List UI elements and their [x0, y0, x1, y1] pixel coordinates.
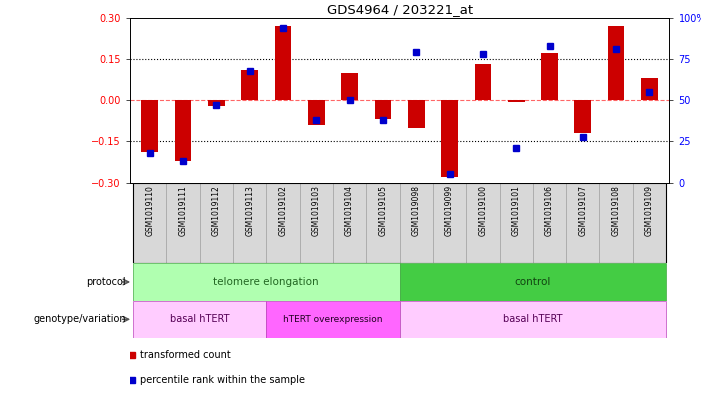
- Text: GSM1019112: GSM1019112: [212, 185, 221, 236]
- Bar: [341, 73, 358, 100]
- Text: GSM1019103: GSM1019103: [312, 185, 321, 236]
- Bar: [166, 183, 200, 263]
- Text: GSM1019100: GSM1019100: [478, 185, 487, 236]
- Text: percentile rank within the sample: percentile rank within the sample: [140, 375, 306, 385]
- Bar: [133, 183, 166, 263]
- Bar: [500, 183, 533, 263]
- Bar: [408, 100, 425, 128]
- Text: GSM1019099: GSM1019099: [445, 185, 454, 236]
- Bar: [641, 78, 658, 100]
- Text: GSM1019106: GSM1019106: [545, 185, 554, 236]
- Bar: [133, 301, 266, 338]
- Text: GSM1019105: GSM1019105: [379, 185, 388, 236]
- Text: GSM1019102: GSM1019102: [278, 185, 287, 236]
- Text: hTERT overexpression: hTERT overexpression: [283, 315, 383, 324]
- Bar: [466, 183, 500, 263]
- Text: GSM1019101: GSM1019101: [512, 185, 521, 236]
- Text: GSM1019098: GSM1019098: [411, 185, 421, 236]
- Text: GSM1019104: GSM1019104: [345, 185, 354, 236]
- Bar: [266, 183, 299, 263]
- Bar: [133, 263, 400, 301]
- Bar: [566, 183, 599, 263]
- Text: GSM1019113: GSM1019113: [245, 185, 254, 236]
- Bar: [400, 183, 433, 263]
- Title: GDS4964 / 203221_at: GDS4964 / 203221_at: [327, 4, 472, 17]
- Bar: [374, 100, 391, 119]
- Bar: [175, 100, 191, 161]
- Text: genotype/variation: genotype/variation: [34, 314, 126, 324]
- Bar: [633, 183, 666, 263]
- Text: telomere elongation: telomere elongation: [214, 277, 319, 287]
- Bar: [366, 183, 400, 263]
- Bar: [200, 183, 233, 263]
- Bar: [400, 263, 666, 301]
- Bar: [142, 100, 158, 152]
- Bar: [475, 64, 491, 100]
- Bar: [433, 183, 466, 263]
- Bar: [275, 26, 292, 100]
- Text: GSM1019109: GSM1019109: [645, 185, 654, 236]
- Text: GSM1019107: GSM1019107: [578, 185, 587, 236]
- Bar: [608, 26, 625, 100]
- Text: GSM1019110: GSM1019110: [145, 185, 154, 236]
- Bar: [599, 183, 633, 263]
- Bar: [508, 100, 524, 101]
- Bar: [241, 70, 258, 100]
- Bar: [541, 53, 558, 100]
- Text: basal hTERT: basal hTERT: [503, 314, 563, 324]
- Text: protocol: protocol: [86, 277, 126, 287]
- Text: GSM1019111: GSM1019111: [179, 185, 187, 236]
- Text: transformed count: transformed count: [140, 350, 231, 360]
- Bar: [333, 183, 366, 263]
- Bar: [400, 301, 666, 338]
- Bar: [533, 183, 566, 263]
- Text: basal hTERT: basal hTERT: [170, 314, 229, 324]
- Bar: [299, 183, 333, 263]
- Text: control: control: [515, 277, 551, 287]
- Bar: [441, 100, 458, 177]
- Bar: [233, 183, 266, 263]
- Bar: [266, 301, 400, 338]
- Text: GSM1019108: GSM1019108: [612, 185, 620, 236]
- Bar: [308, 100, 325, 125]
- Bar: [208, 100, 224, 106]
- Bar: [575, 100, 591, 133]
